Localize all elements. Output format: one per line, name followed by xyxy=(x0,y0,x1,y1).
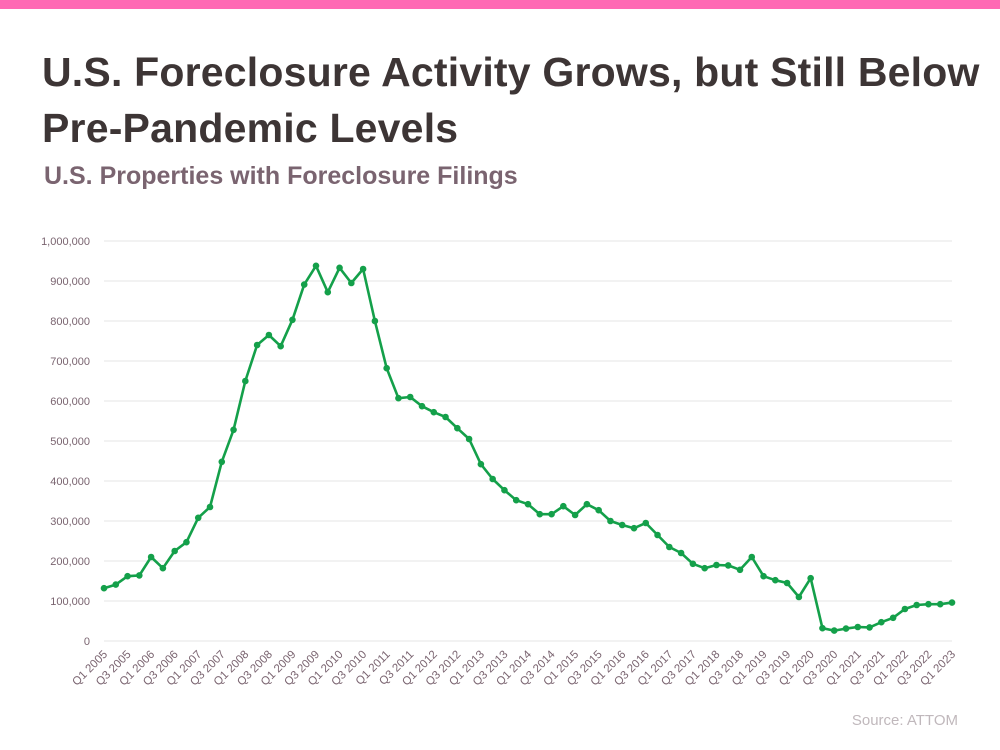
data-point xyxy=(677,549,685,557)
page-title: U.S. Foreclosure Activity Grows, but Sti… xyxy=(42,49,980,151)
data-point xyxy=(454,424,461,432)
data-point xyxy=(524,500,532,508)
grid-lines xyxy=(104,240,952,642)
y-tick-label: 1,000,000 xyxy=(41,236,90,248)
data-point xyxy=(194,514,202,522)
data-point xyxy=(265,331,273,339)
data-point xyxy=(783,579,791,587)
y-tick-label: 200,000 xyxy=(50,556,90,568)
data-point xyxy=(465,435,473,443)
data-point xyxy=(819,624,826,632)
data-point xyxy=(359,265,367,273)
top-accent-bar xyxy=(0,0,1000,9)
data-point xyxy=(312,262,320,270)
data-point xyxy=(371,317,379,325)
data-point xyxy=(689,560,697,568)
line-chart: 0 100,000 200,000 300,000 400,000 500,000 600,… xyxy=(41,236,958,688)
data-point xyxy=(512,496,520,504)
data-point xyxy=(477,460,485,468)
data-point xyxy=(736,566,744,574)
data-point xyxy=(630,524,638,532)
data-point xyxy=(595,506,602,514)
data-point xyxy=(136,572,143,579)
chart-subtitle: U.S. Properties with Foreclosure Filings xyxy=(44,162,518,190)
data-point xyxy=(713,561,720,569)
data-point xyxy=(218,458,226,466)
data-point xyxy=(748,553,756,561)
data-point xyxy=(807,574,814,582)
y-tick-label: 300,000 xyxy=(50,516,90,528)
data-point xyxy=(112,581,120,588)
data-point xyxy=(866,624,873,631)
data-point xyxy=(501,486,508,494)
y-tick-label: 800,000 xyxy=(50,316,90,328)
data-point xyxy=(913,601,920,609)
data-point xyxy=(607,517,614,525)
y-tick-label: 600,000 xyxy=(50,396,90,408)
data-point xyxy=(830,627,838,634)
data-point xyxy=(418,402,426,410)
y-tick-label: 0 xyxy=(84,636,90,648)
data-point xyxy=(948,599,956,606)
data-point xyxy=(289,316,296,324)
y-axis-ticks: 0 100,000 200,000 300,000 400,000 500,000 600,… xyxy=(41,236,90,648)
data-point xyxy=(348,279,355,287)
series-foreclosure-filings xyxy=(100,262,956,634)
data-point xyxy=(124,572,131,580)
data-point xyxy=(583,500,591,508)
data-point xyxy=(889,614,897,622)
data-point xyxy=(383,364,390,372)
data-point xyxy=(878,618,885,626)
data-point xyxy=(230,426,237,434)
data-point xyxy=(760,572,767,580)
data-point xyxy=(147,553,155,561)
data-point xyxy=(654,531,661,539)
data-point xyxy=(560,502,567,510)
data-point xyxy=(489,475,496,483)
data-point xyxy=(442,413,449,421)
data-point xyxy=(854,623,862,631)
data-point xyxy=(548,510,555,518)
data-point xyxy=(206,503,214,511)
data-point xyxy=(701,564,708,572)
data-point xyxy=(571,511,579,519)
data-point xyxy=(277,342,284,350)
data-point xyxy=(183,538,190,546)
data-point xyxy=(395,394,402,402)
data-point xyxy=(772,576,779,584)
data-point xyxy=(406,393,414,401)
data-point xyxy=(724,562,732,569)
data-point xyxy=(618,521,626,529)
data-point xyxy=(925,600,932,608)
y-tick-label: 900,000 xyxy=(50,276,90,288)
y-tick-label: 500,000 xyxy=(50,436,90,448)
data-point xyxy=(324,288,332,296)
y-tick-label: 400,000 xyxy=(50,476,90,488)
data-point xyxy=(300,281,308,288)
y-tick-label: 700,000 xyxy=(50,356,90,368)
data-point xyxy=(253,341,261,349)
data-point xyxy=(171,547,178,555)
data-point xyxy=(795,593,803,601)
source-note: Source: ATTOM xyxy=(851,712,958,729)
data-point xyxy=(642,519,650,527)
data-point xyxy=(336,264,343,272)
data-point xyxy=(242,377,249,385)
data-point xyxy=(842,625,850,632)
data-point xyxy=(100,584,108,592)
data-point xyxy=(666,543,673,551)
data-point xyxy=(430,408,438,416)
data-point xyxy=(901,605,909,613)
data-point xyxy=(536,510,544,518)
y-tick-label: 100,000 xyxy=(50,596,90,608)
data-point xyxy=(936,600,944,608)
data-point xyxy=(159,564,167,572)
